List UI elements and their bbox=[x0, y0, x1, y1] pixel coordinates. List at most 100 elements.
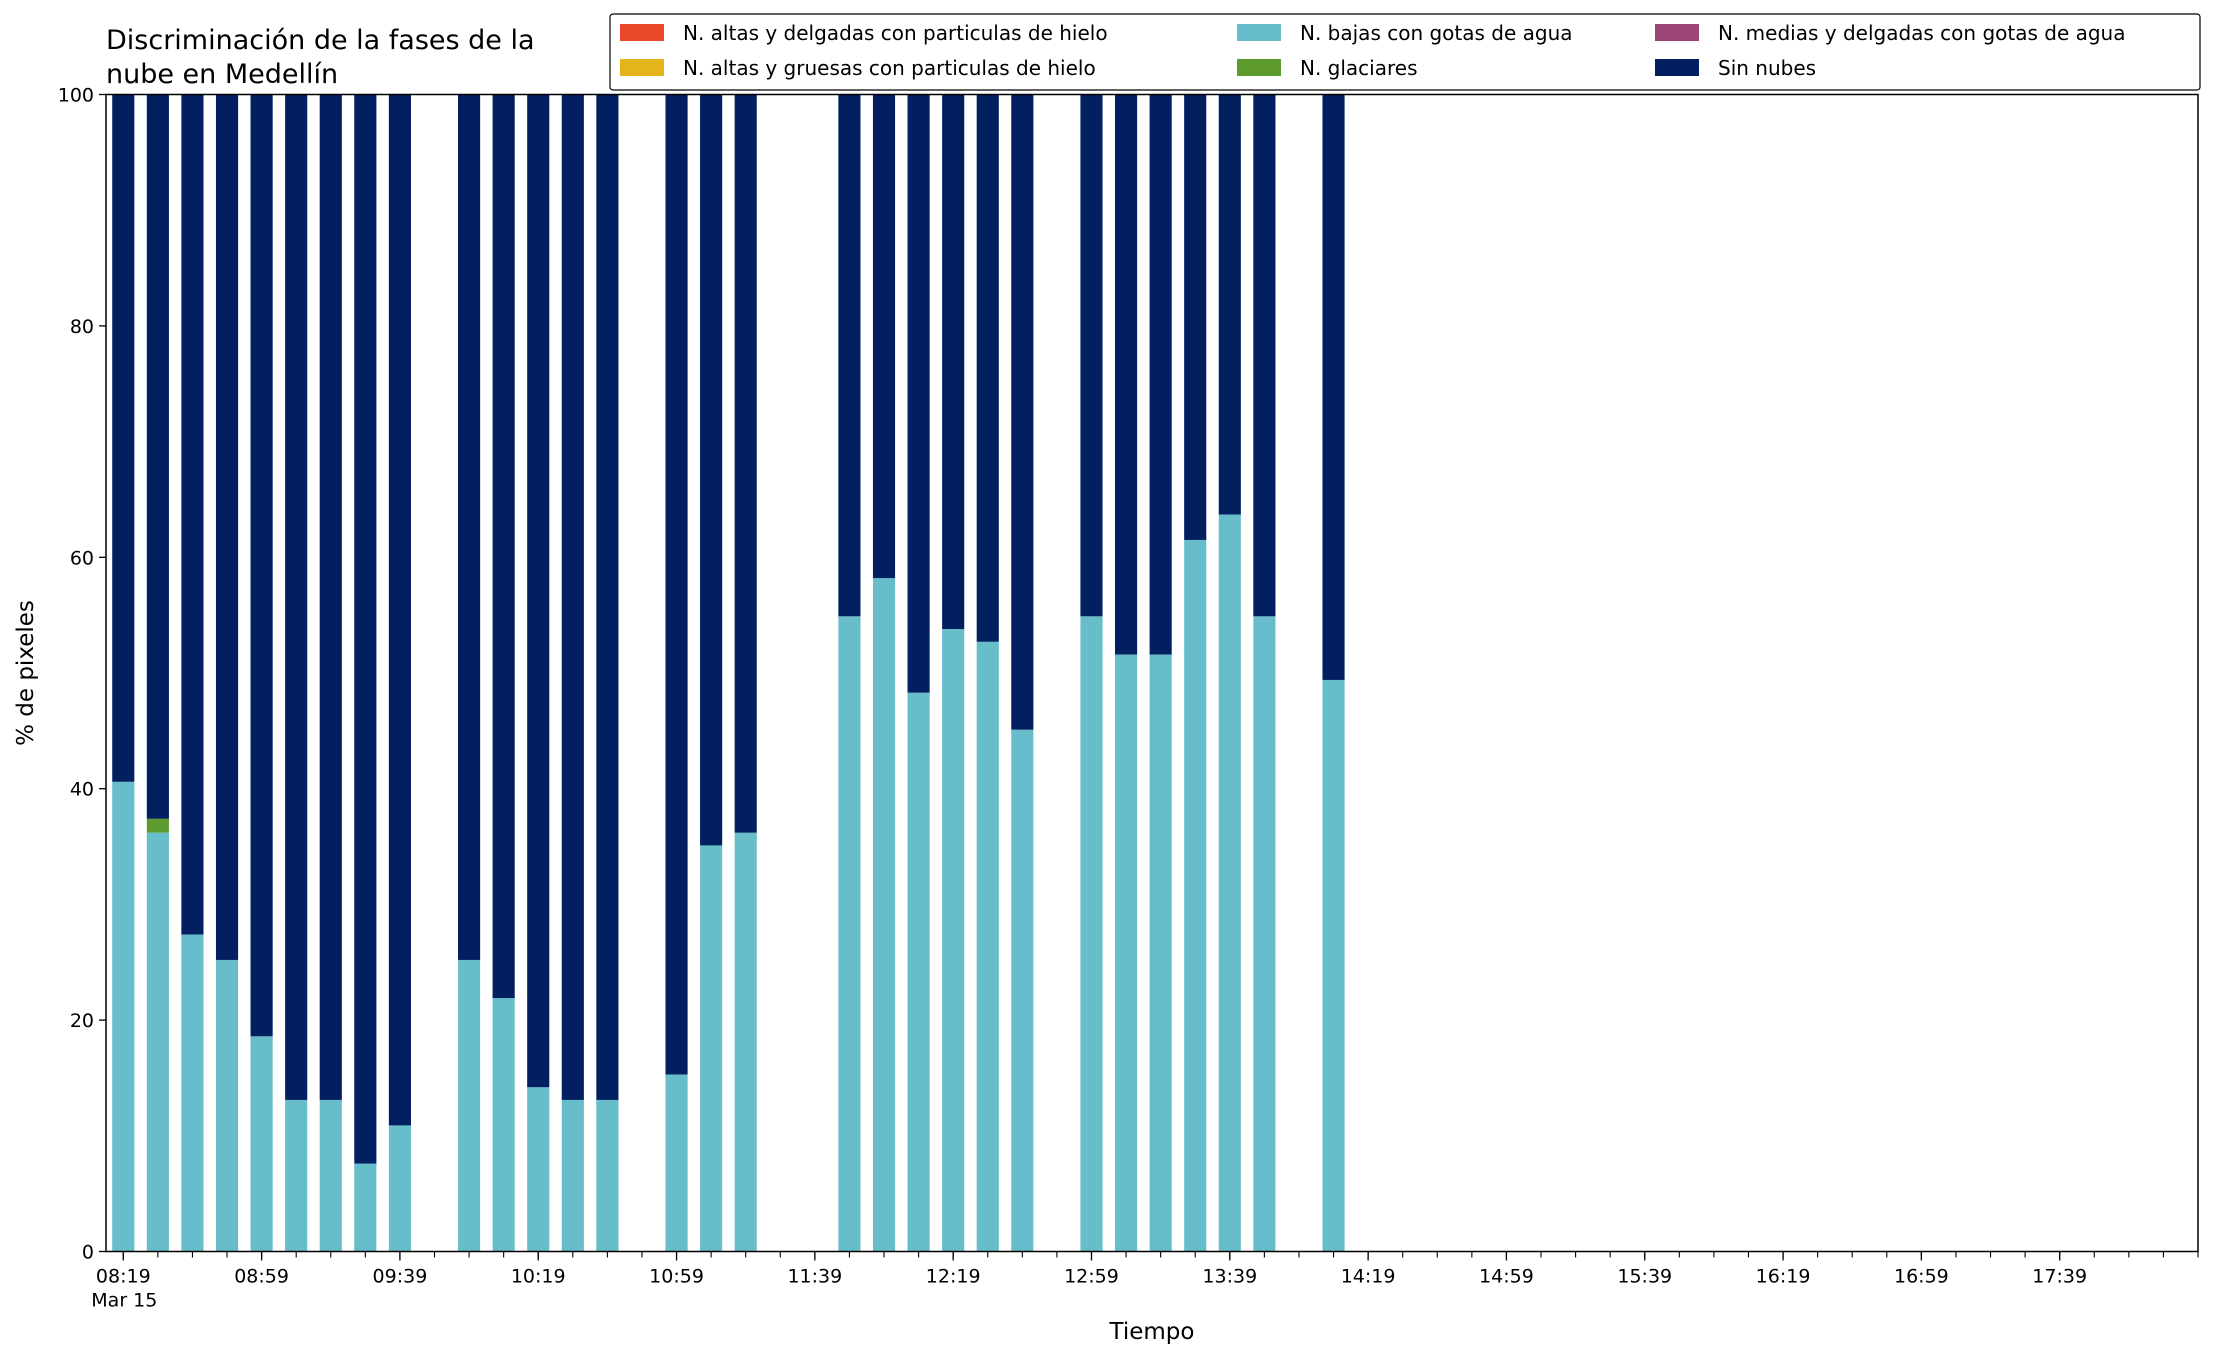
bar-sin-nubes bbox=[665, 94, 688, 1075]
bar-sin-nubes bbox=[1149, 94, 1172, 655]
bar-n-bajas bbox=[181, 934, 204, 1252]
legend-swatch bbox=[1237, 24, 1281, 41]
bar-sin-nubes bbox=[1115, 94, 1138, 655]
y-tick-label: 20 bbox=[70, 1010, 94, 1032]
legend-swatch bbox=[1237, 59, 1281, 76]
x-tick-label: 08:19 bbox=[96, 1266, 151, 1288]
y-tick-label: 40 bbox=[70, 779, 94, 801]
legend-label: N. altas y gruesas con particulas de hie… bbox=[683, 56, 1096, 80]
bar-n-bajas bbox=[250, 1036, 273, 1252]
bar-sin-nubes bbox=[1011, 94, 1034, 730]
bar-n-bajas bbox=[319, 1099, 342, 1252]
bar-sin-nubes bbox=[1184, 94, 1207, 540]
y-tick-label: 100 bbox=[58, 85, 94, 107]
bar-sin-nubes bbox=[112, 94, 135, 782]
bar-n-bajas bbox=[1253, 616, 1276, 1252]
bar-n-bajas bbox=[146, 832, 169, 1252]
bar-n-bajas bbox=[1218, 514, 1241, 1252]
x-tick-label: 08:59 bbox=[234, 1266, 289, 1288]
bar-n-bajas bbox=[596, 1099, 619, 1252]
x-tick-label: 17:39 bbox=[2032, 1266, 2087, 1288]
bar-sin-nubes bbox=[146, 94, 169, 819]
bar-n-bajas bbox=[1011, 729, 1034, 1252]
bar-n-bajas bbox=[872, 578, 896, 1252]
bar-n-bajas bbox=[700, 845, 723, 1252]
x-tick-label: 11:39 bbox=[787, 1266, 842, 1288]
bar-n-bajas bbox=[976, 641, 999, 1252]
bar-n-bajas bbox=[527, 1087, 550, 1252]
x-date-label: Mar 15 bbox=[91, 1290, 157, 1312]
bar-sin-nubes bbox=[354, 94, 377, 1164]
bar-n-bajas bbox=[734, 832, 757, 1252]
bar-n-bajas bbox=[1080, 616, 1103, 1252]
chart-title-line-2: nube en Medellín bbox=[106, 59, 338, 90]
chart-title-line-1: Discriminación de la fases de la bbox=[106, 25, 535, 56]
x-tick-label: 14:19 bbox=[1341, 1266, 1396, 1288]
bar-n-bajas bbox=[942, 629, 965, 1252]
bar-sin-nubes bbox=[596, 94, 619, 1100]
bar-n-bajas bbox=[492, 998, 515, 1252]
bar-n-bajas bbox=[838, 616, 861, 1252]
x-tick-label: 16:59 bbox=[1894, 1266, 1949, 1288]
legend-label: N. glaciares bbox=[1300, 56, 1418, 80]
bar-n-bajas bbox=[285, 1099, 308, 1252]
bar-n-bajas bbox=[215, 959, 239, 1252]
x-tick-label: 13:39 bbox=[1202, 1266, 1257, 1288]
legend-swatch bbox=[1655, 24, 1699, 41]
axes-layer: 0 20 40 60 80 100 08:19 08:59 09:39 10:19 10:59 11:… bbox=[58, 85, 2199, 1312]
bar-sin-nubes bbox=[1322, 94, 1345, 680]
x-tick-label: 10:59 bbox=[649, 1266, 704, 1288]
bar-sin-nubes bbox=[1253, 94, 1276, 617]
bar-sin-nubes bbox=[319, 94, 342, 1100]
x-tick-label: 12:59 bbox=[1064, 1266, 1119, 1288]
x-tick-label: 16:19 bbox=[1756, 1266, 1811, 1288]
bar-sin-nubes bbox=[734, 94, 757, 833]
bar-n-glaciares bbox=[146, 818, 169, 833]
y-tick-label: 0 bbox=[82, 1242, 94, 1264]
y-tick-label: 60 bbox=[70, 547, 94, 569]
bar-sin-nubes bbox=[907, 94, 930, 693]
bar-n-bajas bbox=[458, 959, 481, 1252]
bar-n-bajas bbox=[354, 1163, 377, 1252]
y-axis-label: % de pixeles bbox=[13, 600, 39, 746]
bar-sin-nubes bbox=[872, 94, 896, 579]
bar-n-bajas bbox=[907, 692, 930, 1252]
legend-label: N. medias y delgadas con gotas de agua bbox=[1718, 21, 2126, 45]
bar-sin-nubes bbox=[285, 94, 308, 1100]
y-tick-label: 80 bbox=[70, 316, 94, 338]
bar-sin-nubes bbox=[492, 94, 515, 999]
bar-n-bajas bbox=[665, 1074, 688, 1252]
x-tick-label: 12:19 bbox=[926, 1266, 981, 1288]
bar-n-bajas bbox=[388, 1125, 411, 1252]
bars-layer bbox=[112, 94, 1345, 1252]
bar-sin-nubes bbox=[1218, 94, 1241, 515]
bar-sin-nubes bbox=[700, 94, 723, 846]
legend-label: N. bajas con gotas de agua bbox=[1300, 21, 1573, 45]
bar-n-bajas bbox=[1184, 539, 1207, 1252]
bar-sin-nubes bbox=[215, 94, 239, 960]
bar-sin-nubes bbox=[388, 94, 411, 1126]
x-tick-label: 10:19 bbox=[511, 1266, 566, 1288]
x-axis-label: Tiempo bbox=[1109, 1319, 1195, 1345]
legend: N. altas y delgadas con particulas de hi… bbox=[609, 13, 2201, 91]
bar-sin-nubes bbox=[458, 94, 481, 960]
bar-sin-nubes bbox=[561, 94, 584, 1100]
bar-sin-nubes bbox=[250, 94, 273, 1037]
legend-label: Sin nubes bbox=[1718, 56, 1816, 80]
bar-sin-nubes bbox=[976, 94, 999, 642]
bar-n-bajas bbox=[112, 781, 135, 1252]
bar-sin-nubes bbox=[838, 94, 861, 617]
bar-n-bajas bbox=[1115, 654, 1138, 1252]
legend-swatch bbox=[1655, 59, 1699, 76]
bar-sin-nubes bbox=[1080, 94, 1103, 617]
legend-swatch bbox=[620, 59, 664, 76]
x-tick-label: 15:39 bbox=[1617, 1266, 1672, 1288]
bar-sin-nubes bbox=[181, 94, 204, 935]
bar-sin-nubes bbox=[527, 94, 550, 1088]
plot-frame bbox=[105, 93, 2199, 1253]
x-tick-label: 14:59 bbox=[1479, 1266, 1534, 1288]
bar-n-bajas bbox=[1322, 679, 1345, 1252]
legend-frame bbox=[609, 13, 2201, 91]
legend-swatch bbox=[620, 24, 664, 41]
